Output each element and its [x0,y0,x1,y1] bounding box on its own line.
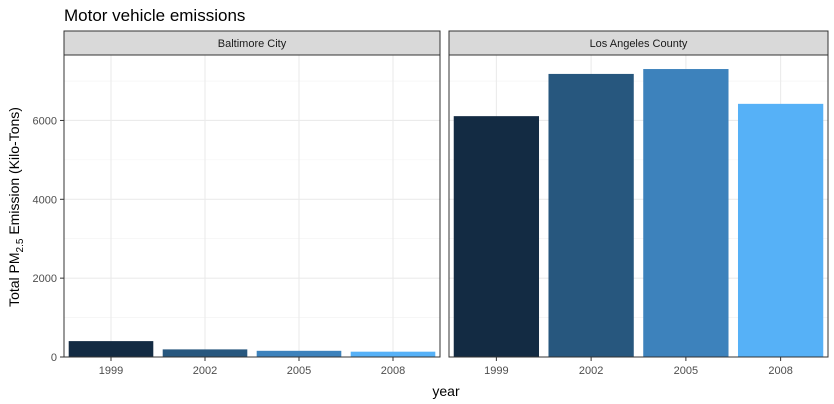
x-tick-label: 2008 [381,365,405,377]
y-axis-label-suffix: Emission (Kilo-Tons) [6,107,22,238]
y-tick-label: 4000 [33,194,57,206]
panel-border [448,54,829,358]
chart-title: Motor vehicle emissions [64,6,245,25]
panel-strip [448,30,829,56]
panel-background [64,55,440,357]
x-tick-label: 2008 [768,365,792,377]
y-tick-label: 0 [51,352,57,364]
panel-2: Los Angeles County 1999 2002 2005 2008 [448,30,829,377]
bar-los-angeles-county-2002 [548,73,634,357]
bar-los-angeles-county-2005 [643,69,729,357]
panel-1: Baltimore City 1999 2002 2005 2008 [63,30,441,377]
y-tick-label: 2000 [33,273,57,285]
x-tick-label: 2005 [287,365,311,377]
bar-los-angeles-county-2008 [737,103,824,358]
panel-strip-label: Baltimore City [218,38,287,50]
bar-baltimore-city-1999 [68,341,154,357]
panel-strip-label: Los Angeles County [590,38,688,50]
x-tick-label: 1999 [99,365,123,377]
y-axis-label-subscript: 2.5 [15,238,26,252]
x-tick-label: 2002 [193,365,217,377]
bar-baltimore-city-2002 [162,349,248,357]
y-tick-label: 6000 [33,115,57,127]
bar-baltimore-city-2005 [256,350,342,357]
y-axis: 0 2000 4000 6000 [33,115,64,364]
bar-los-angeles-county-1999 [453,116,540,358]
x-tick-label: 1999 [484,365,508,377]
x-axis-label: year [432,383,460,399]
x-tick-label: 2002 [579,365,603,377]
y-axis-label-prefix: Total PM [6,252,22,306]
bar-baltimore-city-2008 [350,351,436,357]
x-tick-label: 2005 [674,365,698,377]
y-axis-label: Total PM2.5 Emission (Kilo-Tons) [6,107,26,307]
panel-strip [63,30,441,56]
panel-border [63,54,441,358]
